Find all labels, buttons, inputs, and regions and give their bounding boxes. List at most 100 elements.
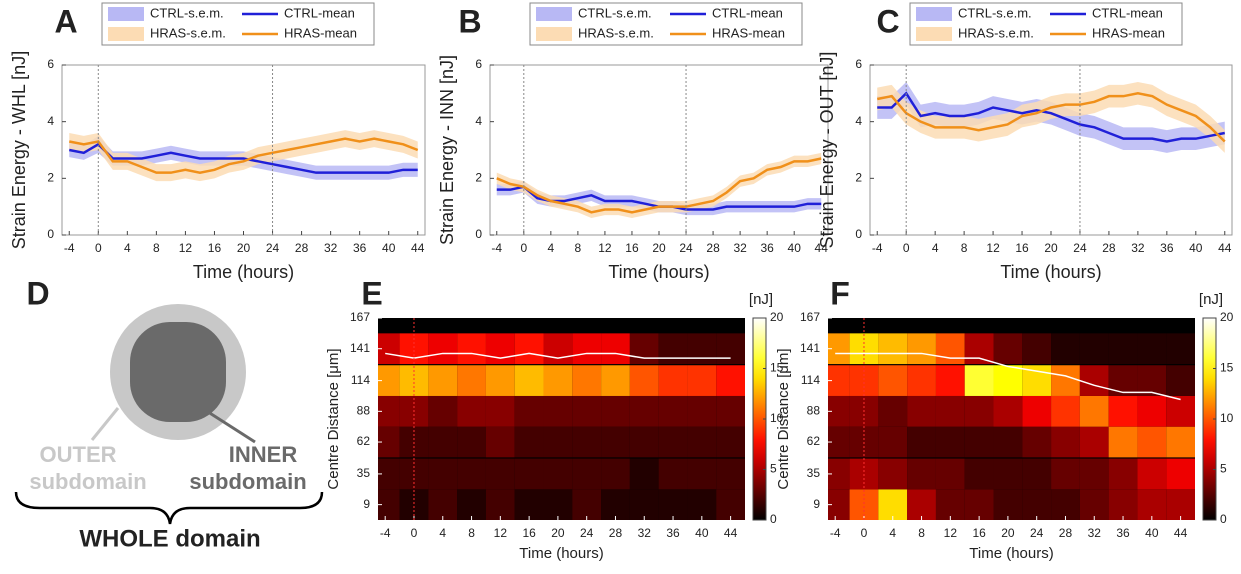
heat-cell [572, 426, 602, 458]
heat-cell [716, 458, 745, 490]
x-tick-label: 32 [324, 241, 338, 255]
heat-cell [378, 426, 400, 458]
heat-cell [1051, 426, 1080, 458]
heat-cell [1137, 333, 1167, 365]
heat-cell [993, 458, 1023, 490]
legend-swatch [536, 27, 572, 41]
colorbar-tick-label: 0 [770, 512, 777, 526]
heat-cell [543, 333, 573, 365]
heat-cell [687, 426, 717, 458]
x-tick-label: 8 [575, 241, 582, 255]
y-axis-label: Strain Energy - OUT [nJ] [817, 52, 837, 249]
heat-cell [543, 426, 573, 458]
heat-cell [629, 395, 659, 427]
diagram: D OUTER subdomain INNER subdomain WHOLE … [14, 275, 324, 552]
heat-cell [428, 333, 458, 365]
heat-cell [687, 458, 717, 490]
heat-cell [428, 365, 458, 396]
x-tick-label: 0 [95, 241, 102, 255]
heat-cell [1166, 365, 1195, 396]
heat-cell [601, 489, 630, 520]
y-tick-label: 167 [800, 310, 820, 324]
legend-label: CTRL-s.e.m. [578, 5, 652, 20]
heat-cell [993, 365, 1023, 396]
y-tick-label: 62 [807, 434, 821, 448]
legend-label: CTRL-mean [284, 5, 355, 20]
y-tick-label: 9 [813, 497, 820, 511]
heat-cell [907, 365, 936, 396]
x-tick-label: 4 [547, 241, 554, 255]
colorbar-label: [nJ] [1199, 291, 1223, 308]
heat-cell [828, 395, 850, 427]
heat-cell [572, 333, 602, 365]
sem-band [877, 82, 1225, 153]
colorbar-tick-label: 10 [770, 411, 784, 425]
panel-label: D [26, 275, 49, 311]
x-tick-label: 32 [733, 241, 747, 255]
x-tick-label: 40 [1189, 241, 1203, 255]
heat-cell [629, 458, 659, 490]
x-tick-label: 16 [1015, 241, 1029, 255]
inner-label: subdomain [189, 469, 306, 494]
heat-cell [514, 395, 544, 427]
heat-cell [1022, 333, 1052, 365]
x-axis-label: Time (hours) [1000, 262, 1101, 282]
heat-cell [1022, 395, 1052, 427]
legend-swatch [108, 27, 144, 41]
x-tick-label: 40 [382, 241, 396, 255]
mean-line [876, 92, 1226, 143]
legend-swatch [916, 7, 952, 21]
heat-cell [878, 426, 908, 458]
legend-box [101, 2, 375, 46]
heat-cell [457, 333, 486, 365]
heat-cell [378, 489, 400, 520]
colorbar-tick-label: 0 [1220, 512, 1227, 526]
heat-cell [935, 426, 965, 458]
heat-cell [716, 333, 745, 365]
heat-cell [572, 365, 602, 396]
heat-cell [629, 426, 659, 458]
x-tick-label: 12 [494, 526, 508, 540]
heat-cell [878, 489, 908, 520]
y-tick-label: 167 [350, 310, 370, 324]
legend: CTRL-s.e.m. CTRL-mean HRAS-s.e.m. HRAS-mean [101, 2, 375, 46]
x-tick-label: 40 [1145, 526, 1159, 540]
heat-cell [457, 458, 486, 490]
x-tick-label: 12 [986, 241, 1000, 255]
legend-label: CTRL-s.e.m. [150, 5, 224, 20]
heat-cell [378, 395, 400, 427]
x-tick-label: 20 [1001, 526, 1015, 540]
x-tick-label: 8 [961, 241, 968, 255]
mean-line [877, 91, 1226, 143]
heat-cell [964, 365, 994, 396]
heat-cell [1166, 489, 1195, 520]
x-tick-label: 16 [625, 241, 639, 255]
x-tick-label: 12 [598, 241, 612, 255]
colorbar-tick-label: 5 [1220, 462, 1227, 476]
x-tick-label: 44 [815, 241, 829, 255]
x-tick-label: -4 [380, 526, 391, 540]
y-tick-label: 4 [855, 114, 862, 128]
colorbar-tick-label: 5 [770, 462, 777, 476]
boundary-line [385, 352, 731, 359]
legend-label: HRAS-mean [712, 25, 785, 40]
x-tick-label: 24 [1030, 526, 1044, 540]
series-group [496, 152, 822, 218]
x-tick-label: 24 [679, 241, 693, 255]
heat-cell [1051, 365, 1080, 396]
heat-cell [601, 458, 630, 490]
x-tick-label: 8 [918, 526, 925, 540]
heat-cell [1079, 333, 1109, 365]
legend-label: CTRL-mean [1092, 5, 1163, 20]
heat-cell [907, 426, 936, 458]
heat-cell [993, 489, 1023, 520]
legend-swatch [916, 27, 952, 41]
heat-cell [543, 395, 573, 427]
x-tick-label: 40 [788, 241, 802, 255]
heat-cell [964, 489, 994, 520]
heat-cell [514, 426, 544, 458]
heat-cell [658, 426, 688, 458]
heat-cell [485, 365, 515, 396]
heat-cell [485, 458, 515, 490]
series-group [876, 82, 1226, 153]
